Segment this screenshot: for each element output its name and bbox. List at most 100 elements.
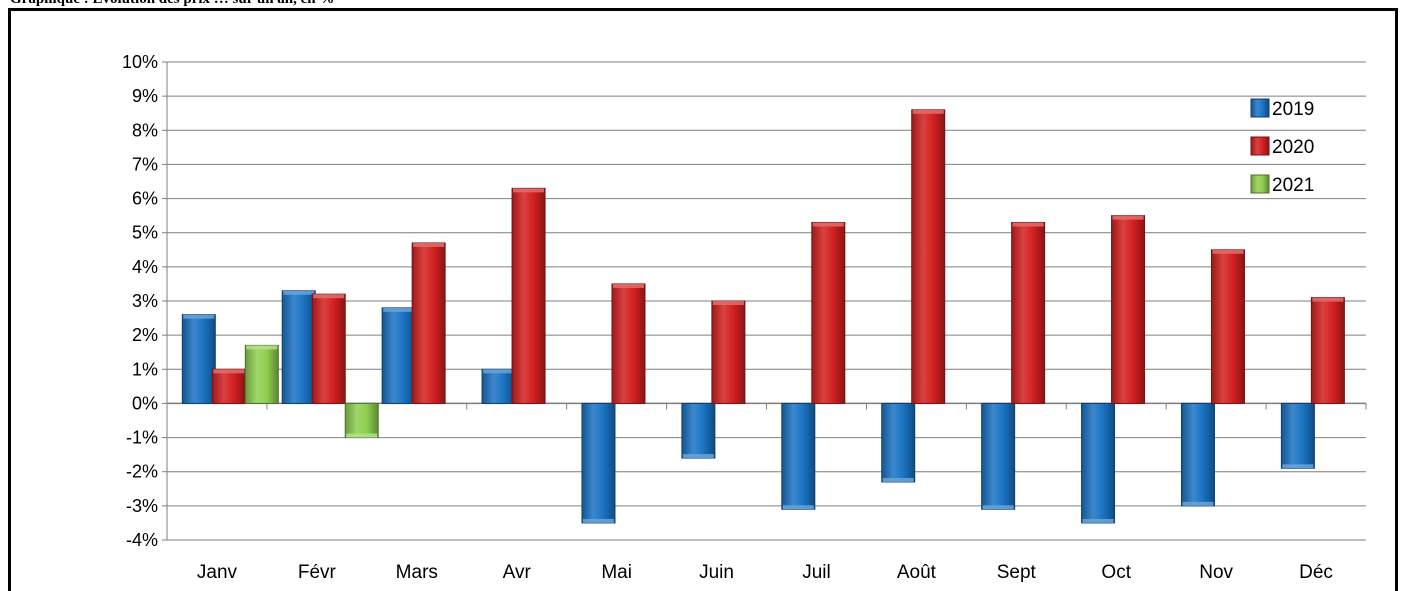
y-tick-label: 8%: [132, 120, 158, 140]
y-tick-label: 6%: [132, 189, 158, 209]
bar-cap: [982, 505, 1014, 510]
bar-cap: [582, 518, 614, 523]
bar-body: [1210, 249, 1245, 404]
bar-body: [1280, 402, 1315, 469]
bar-2019: [1081, 402, 1116, 524]
top-caption-strip: Graphique : Évolution des prix … sur un …: [0, 0, 1405, 8]
bar-cap: [213, 369, 245, 374]
y-tick-label: 5%: [132, 223, 158, 243]
x-tick-label: Avr: [503, 562, 532, 583]
bar-2019: [1180, 402, 1215, 507]
x-tick-label: Mars: [396, 562, 438, 583]
bar-2019: [681, 402, 716, 459]
bar-2021: [344, 402, 379, 439]
bar-2020: [1111, 215, 1146, 404]
bar-2019: [781, 402, 816, 510]
x-tick-label: Févr: [298, 562, 337, 583]
bar-cap: [812, 222, 844, 227]
bar-body: [581, 402, 616, 524]
bar-body: [1310, 297, 1345, 404]
bar-body: [244, 344, 279, 404]
y-tick-label: 2%: [132, 325, 158, 345]
bar-body: [1111, 215, 1146, 404]
bar-cap: [1112, 215, 1144, 220]
legend-label-2019: 2019: [1272, 99, 1314, 120]
bar-2020: [911, 109, 946, 404]
bar-2020: [511, 187, 546, 404]
bar-body: [511, 187, 546, 404]
bar-body: [381, 307, 416, 404]
y-tick-label: -1%: [126, 428, 158, 448]
x-tick-label: Déc: [1299, 562, 1333, 583]
bar-cap: [1082, 518, 1114, 523]
bar-2021: [244, 344, 279, 404]
bar-2020: [1210, 249, 1245, 404]
y-tick-label: -2%: [126, 462, 158, 482]
bar-body: [181, 314, 216, 404]
bar-body: [881, 402, 916, 483]
bar-2020: [411, 242, 446, 404]
bar-body: [481, 368, 516, 404]
bar-cap: [1012, 222, 1044, 227]
x-tick-label: Mai: [601, 562, 632, 583]
bar-cap: [1282, 464, 1314, 469]
bar-2020: [1011, 221, 1046, 404]
bar-2019: [281, 290, 316, 404]
legend-swatch-2020: [1250, 136, 1270, 156]
bar-body: [344, 402, 379, 439]
bar-2019: [181, 314, 216, 404]
y-tick-label: -3%: [126, 496, 158, 516]
bar-body: [611, 283, 646, 404]
bar-body: [1081, 402, 1116, 524]
legend-swatch-2021: [1250, 174, 1270, 194]
legend-swatch-2019: [1250, 98, 1270, 118]
x-tick-label: Janv: [197, 562, 238, 583]
bar-2019: [981, 402, 1016, 510]
bar-cap: [313, 294, 345, 299]
chart-caption: Graphique : Évolution des prix … sur un …: [10, 0, 334, 8]
x-tick-label: Juin: [699, 562, 734, 583]
bar-cap: [513, 188, 545, 193]
bar-cap: [283, 290, 315, 295]
bar-chart: 10% 9% 8% 7% 6% 5% 4% 3% 2% 1% 0% -1% -2% -3% -4% Janv F…: [122, 52, 1367, 583]
bar-2020: [211, 368, 246, 404]
bar-body: [811, 221, 846, 404]
bar-cap: [712, 301, 744, 305]
bar-body: [711, 300, 746, 404]
bar-body: [281, 290, 316, 404]
bar-2019: [881, 402, 916, 483]
legend-label-2021: 2021: [1272, 175, 1314, 196]
bar-cap: [413, 242, 445, 247]
x-tick-label: Nov: [1199, 562, 1233, 583]
bar-2019: [381, 307, 416, 404]
bar-body: [781, 402, 816, 510]
bar-2020: [611, 283, 646, 404]
bar-2020: [711, 300, 746, 404]
bar-cap: [1312, 297, 1344, 302]
x-tick-label: Sept: [997, 562, 1037, 583]
bar-body: [1011, 221, 1046, 404]
y-tick-label: 10%: [122, 52, 158, 72]
bar-cap: [1212, 249, 1244, 254]
bar-cap: [183, 314, 215, 319]
bars-layer: [181, 109, 1345, 524]
y-tick-label: 0%: [132, 393, 158, 413]
bar-cap: [383, 307, 415, 312]
bar-body: [681, 402, 716, 459]
legend: 2019 2020 2021: [1250, 98, 1314, 196]
bar-body: [981, 402, 1016, 510]
y-tick-label: 9%: [132, 86, 158, 106]
bar-cap: [1182, 501, 1214, 506]
legend-label-2020: 2020: [1272, 137, 1314, 158]
bar-2019: [581, 402, 616, 524]
bar-cap: [483, 369, 515, 374]
x-tick-label: Août: [897, 562, 937, 583]
y-tick-label: 4%: [132, 257, 158, 277]
bar-cap: [782, 505, 814, 510]
bar-body: [211, 368, 246, 404]
bar-cap: [682, 454, 714, 459]
y-tick-label: -4%: [126, 530, 158, 550]
bar-body: [1180, 402, 1215, 507]
y-tick-label: 1%: [132, 359, 158, 379]
bar-body: [411, 242, 446, 404]
